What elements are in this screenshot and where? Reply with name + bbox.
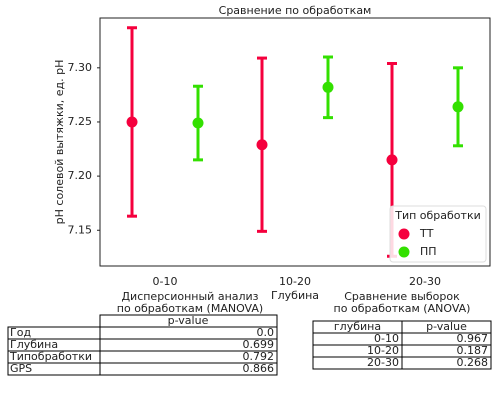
legend-box	[389, 205, 487, 263]
cell-value: 0.268	[457, 356, 489, 369]
table-title: Сравнение выборок	[344, 290, 460, 303]
legend-label: ТТ	[419, 227, 434, 240]
table-header: глубина	[334, 320, 381, 333]
table-title: по обработкам (MANOVA)	[117, 302, 263, 315]
cell-value: 0.0	[257, 326, 275, 339]
point	[386, 154, 398, 166]
plot-frame	[99, 17, 491, 267]
point	[192, 117, 204, 129]
row-label: Глубина	[10, 338, 58, 351]
cell-value: 0.866	[243, 362, 275, 375]
cell-value: 0.187	[457, 344, 489, 357]
table-cell	[401, 356, 492, 370]
legend-title: Тип обработки	[394, 209, 481, 222]
y-tick-label: 7.15	[68, 223, 93, 236]
table-title: по обработкам (ANOVA)	[334, 302, 471, 315]
cell-value: 0.967	[457, 332, 489, 345]
point	[256, 139, 268, 151]
y-tick-label: 7.30	[68, 61, 93, 74]
row-label: Год	[10, 326, 31, 339]
y-tick-label: 7.25	[68, 115, 93, 128]
table-header: p-value	[426, 320, 467, 333]
x-tick-label: 20-30	[409, 275, 441, 288]
legend-marker	[398, 246, 410, 258]
cell-value: 0.699	[243, 338, 275, 351]
point	[322, 81, 334, 93]
chart-title: Сравнение по обработкам	[219, 4, 372, 17]
x-tick-label: 0-10	[153, 275, 178, 288]
table-cell	[99, 362, 278, 376]
point	[126, 116, 138, 128]
x-axis-label: Глубина	[271, 289, 319, 302]
x-tick-label: 10-20	[279, 275, 311, 288]
y-axis-label: pH солевой вытяжки, ед. pH	[53, 60, 66, 225]
legend-label: ПП	[420, 245, 437, 258]
row-label: 10-20	[367, 344, 399, 357]
legend-marker	[398, 228, 410, 240]
row-label: 20-30	[367, 356, 399, 369]
row-label: GPS	[10, 362, 32, 375]
table-header: p-value	[168, 314, 209, 327]
row-label: Типобработки	[9, 350, 92, 363]
y-tick-label: 7.20	[68, 169, 93, 182]
point	[452, 101, 464, 113]
row-label: 0-10	[374, 332, 399, 345]
cell-value: 0.792	[243, 350, 275, 363]
table-title: Дисперсионный анализ	[121, 290, 258, 303]
